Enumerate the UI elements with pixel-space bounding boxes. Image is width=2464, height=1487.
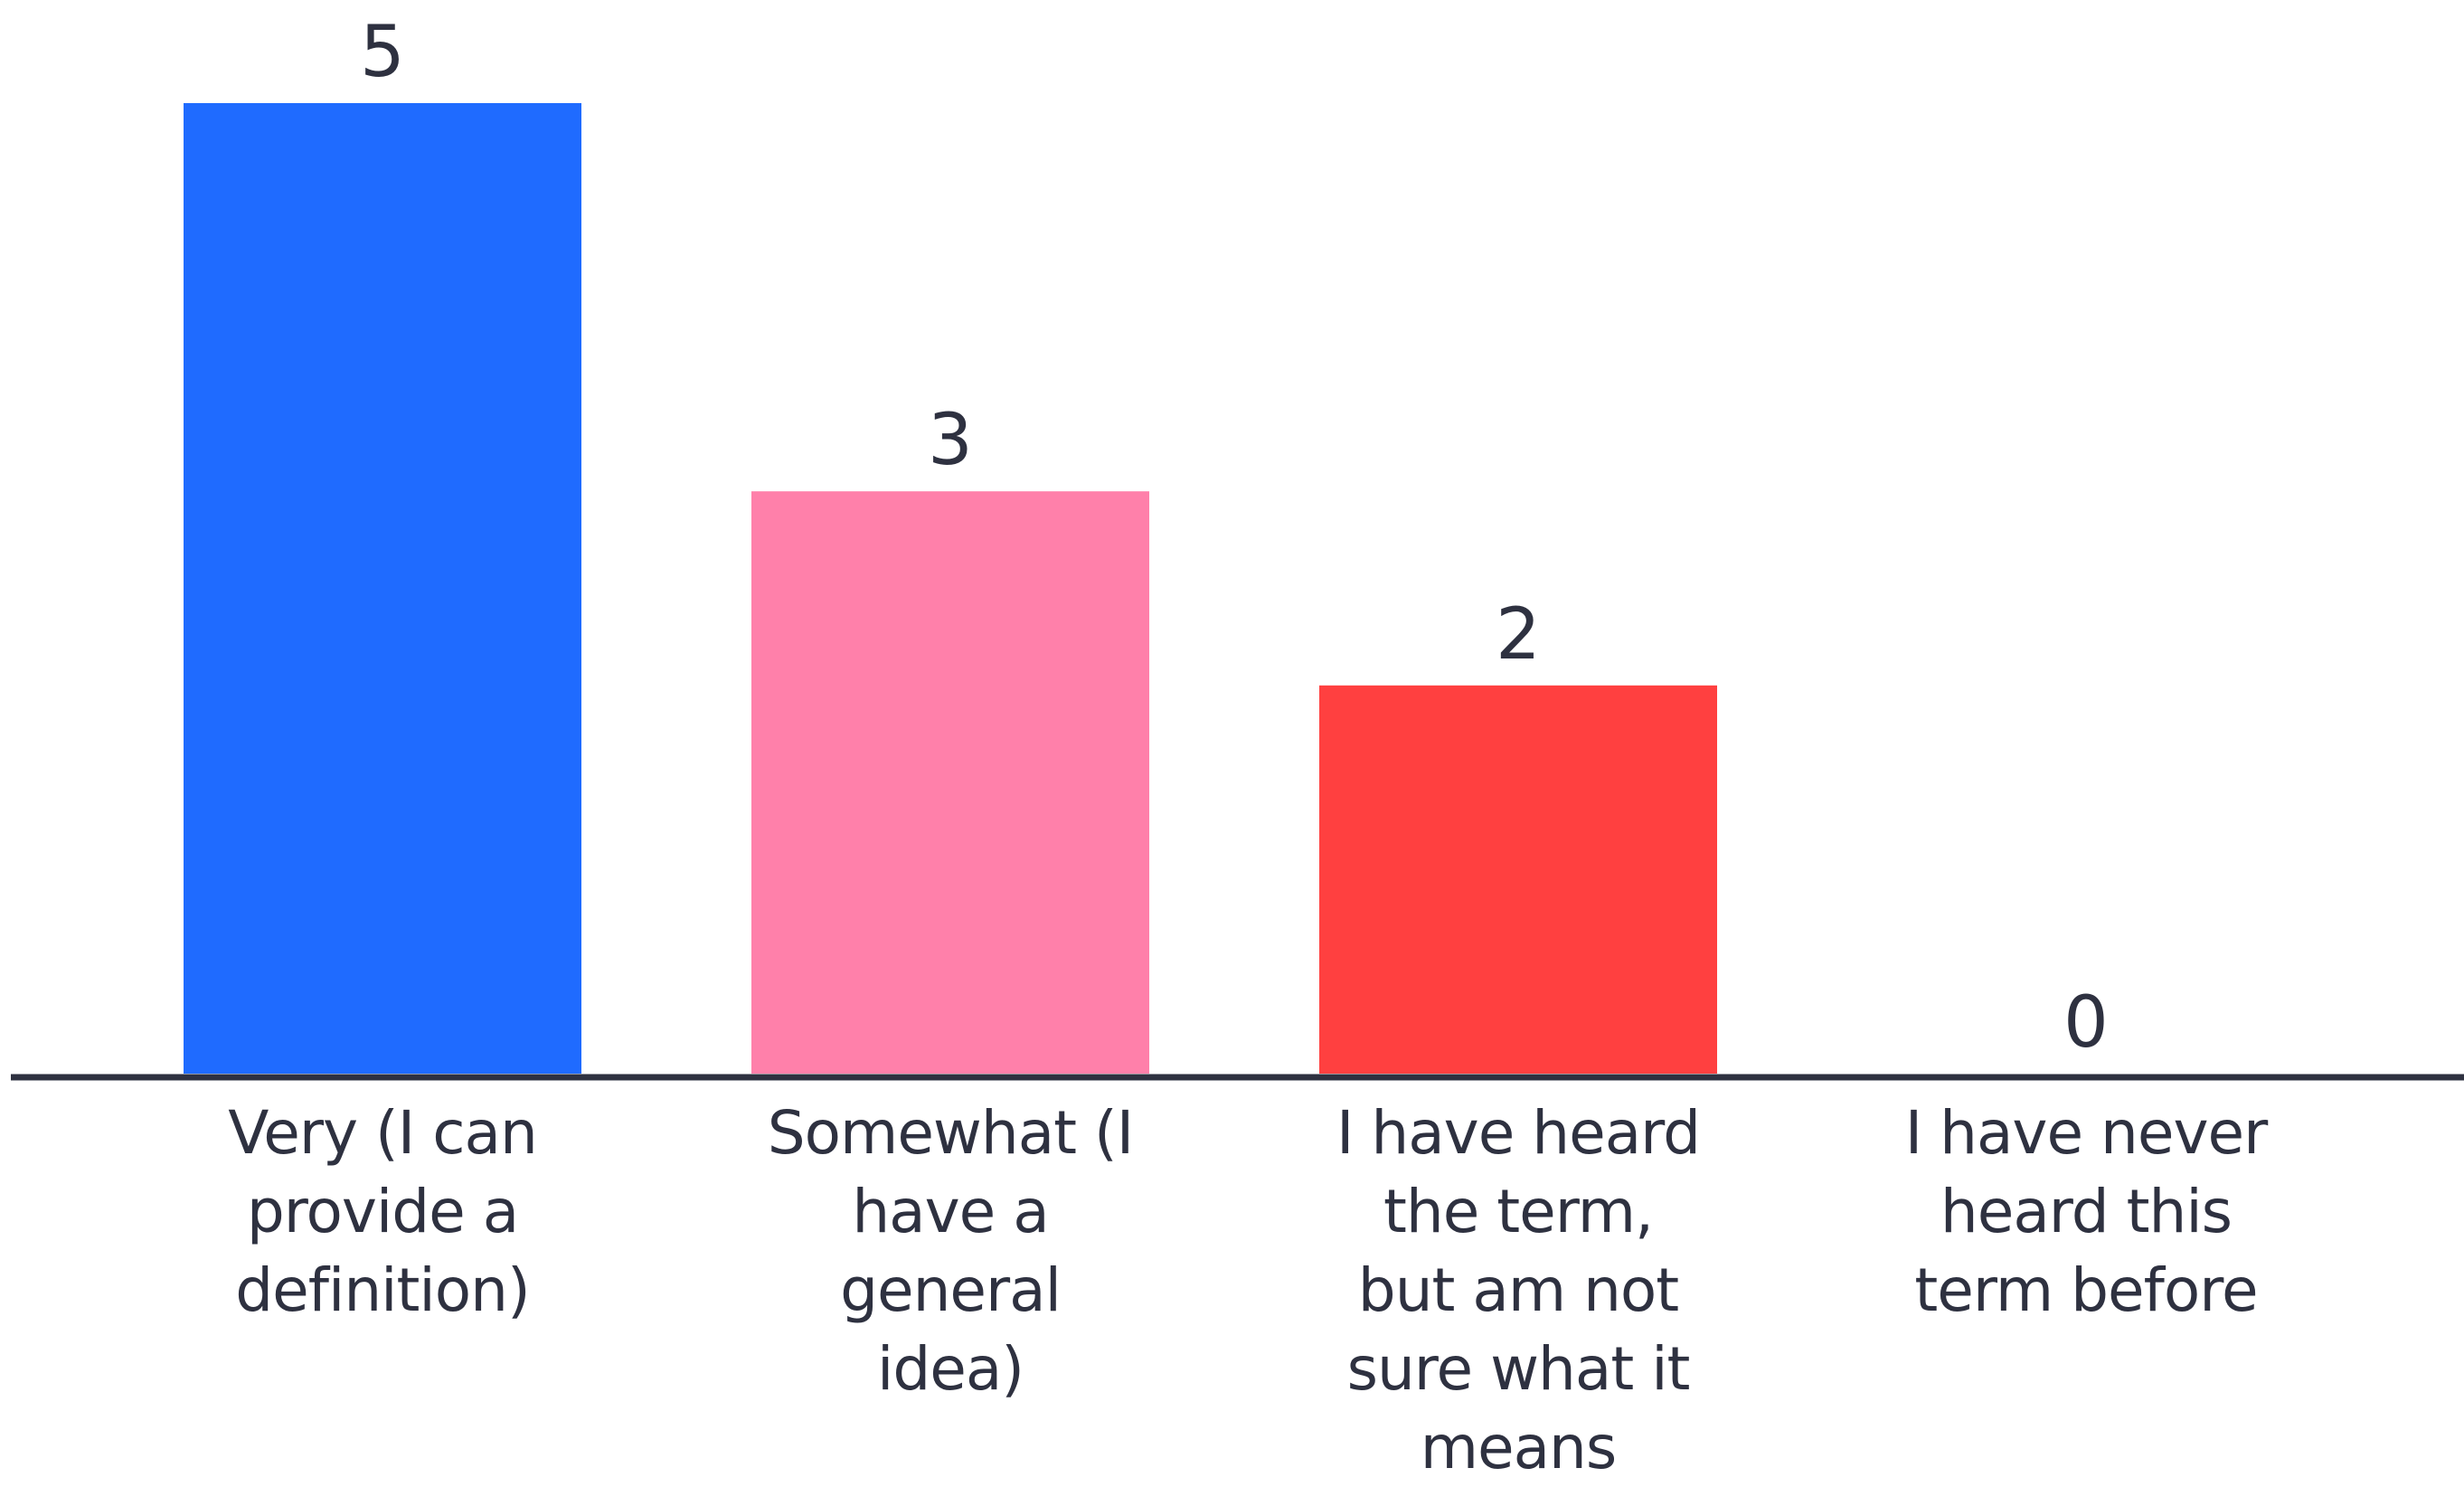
bar-2 xyxy=(751,491,1149,1074)
bar-1 xyxy=(184,103,581,1074)
category-label-line: have a xyxy=(852,1177,1049,1246)
bars-group xyxy=(184,103,1717,1074)
value-label-4: 0 xyxy=(2063,982,2109,1064)
category-label-line: the term, xyxy=(1383,1177,1654,1246)
category-label: I have heard the term, but am not sure w… xyxy=(1283,1094,1753,1487)
category-label-line: I have heard xyxy=(1336,1098,1701,1168)
category-label: I have never heard this term before xyxy=(1851,1094,2321,1330)
value-label-3: 2 xyxy=(1496,593,1541,676)
value-label-2: 3 xyxy=(928,400,973,482)
category-label-line: definition) xyxy=(235,1255,530,1325)
category-label-line: Somewhat (I xyxy=(767,1098,1135,1168)
category-label-line: sure what it xyxy=(1346,1334,1691,1404)
category-label-line: means xyxy=(1420,1413,1618,1482)
category-label-line: idea) xyxy=(876,1334,1024,1404)
category-label-line: I have never xyxy=(1904,1098,2269,1168)
bar-3 xyxy=(1319,685,1717,1074)
category-label: Somewhat (I have a general idea) xyxy=(715,1094,1185,1408)
category-label-line: heard this xyxy=(1940,1177,2233,1246)
category-label-line: term before xyxy=(1914,1255,2258,1325)
value-label-1: 5 xyxy=(360,12,405,93)
category-label-line: provide a xyxy=(246,1177,519,1246)
category-label-line: Very (I can xyxy=(228,1098,538,1168)
category-label: Very (I can provide a definition) xyxy=(147,1094,618,1330)
category-label-line: general xyxy=(840,1255,1062,1325)
category-label-line: but am not xyxy=(1357,1255,1679,1325)
